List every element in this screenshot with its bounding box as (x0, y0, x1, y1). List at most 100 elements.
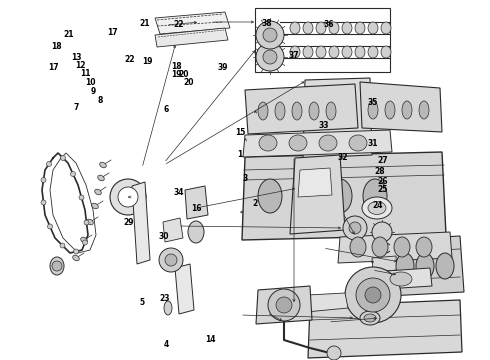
Ellipse shape (292, 102, 302, 120)
Circle shape (47, 162, 51, 166)
Circle shape (276, 297, 292, 313)
Circle shape (84, 220, 89, 225)
Text: 25: 25 (377, 185, 388, 194)
Text: 23: 23 (159, 294, 170, 303)
Polygon shape (290, 155, 345, 234)
Circle shape (48, 224, 52, 229)
Polygon shape (372, 256, 397, 272)
Text: 16: 16 (191, 203, 201, 212)
Ellipse shape (368, 22, 378, 34)
Circle shape (256, 43, 284, 71)
Ellipse shape (316, 46, 326, 58)
Ellipse shape (259, 135, 277, 151)
Ellipse shape (394, 237, 410, 257)
Ellipse shape (303, 46, 313, 58)
Circle shape (349, 222, 361, 234)
Circle shape (256, 21, 284, 49)
Ellipse shape (289, 135, 307, 151)
Text: 2: 2 (252, 199, 257, 208)
Text: 19: 19 (142, 57, 152, 66)
Ellipse shape (309, 102, 319, 120)
Ellipse shape (293, 179, 317, 213)
Text: 4: 4 (164, 341, 169, 349)
Ellipse shape (326, 102, 336, 120)
Polygon shape (298, 168, 332, 197)
Polygon shape (388, 236, 464, 296)
Text: 1: 1 (238, 150, 243, 159)
Text: 9: 9 (91, 87, 96, 96)
Polygon shape (243, 130, 392, 157)
Text: 17: 17 (49, 63, 59, 72)
Polygon shape (303, 78, 372, 158)
Polygon shape (306, 293, 348, 312)
Ellipse shape (372, 237, 388, 257)
Ellipse shape (319, 135, 337, 151)
Circle shape (268, 289, 300, 321)
Circle shape (356, 278, 390, 312)
Ellipse shape (385, 101, 395, 119)
Circle shape (79, 195, 84, 200)
Circle shape (82, 240, 88, 245)
Ellipse shape (100, 162, 106, 168)
Ellipse shape (381, 46, 391, 58)
Ellipse shape (258, 102, 268, 120)
Circle shape (41, 177, 46, 183)
Text: 26: 26 (377, 177, 388, 186)
Ellipse shape (349, 135, 367, 151)
Ellipse shape (416, 237, 432, 257)
Text: 33: 33 (318, 121, 329, 130)
Text: 22: 22 (173, 20, 184, 29)
Text: 3: 3 (243, 174, 247, 183)
Ellipse shape (416, 253, 434, 279)
Circle shape (60, 156, 66, 161)
Text: 21: 21 (139, 19, 150, 28)
Ellipse shape (368, 101, 378, 119)
Ellipse shape (329, 46, 339, 58)
Text: 39: 39 (218, 63, 228, 72)
Polygon shape (175, 264, 194, 314)
Polygon shape (155, 28, 228, 47)
Text: 24: 24 (372, 201, 383, 210)
Ellipse shape (303, 22, 313, 34)
Text: 27: 27 (377, 156, 388, 165)
Ellipse shape (328, 179, 352, 213)
Text: 18: 18 (51, 42, 62, 51)
Text: 38: 38 (262, 19, 272, 28)
Text: 15: 15 (235, 128, 245, 137)
Ellipse shape (368, 46, 378, 58)
Ellipse shape (364, 314, 376, 322)
Polygon shape (360, 82, 442, 132)
Ellipse shape (362, 197, 392, 219)
Polygon shape (255, 8, 390, 72)
Ellipse shape (188, 221, 204, 243)
Polygon shape (308, 300, 462, 358)
Circle shape (372, 222, 392, 242)
Polygon shape (370, 268, 432, 290)
Ellipse shape (376, 278, 384, 290)
Ellipse shape (275, 102, 285, 120)
Circle shape (345, 267, 401, 323)
Text: 6: 6 (164, 105, 169, 114)
Text: 14: 14 (205, 335, 216, 343)
Text: 32: 32 (338, 153, 348, 162)
Text: 21: 21 (63, 30, 74, 39)
Text: 13: 13 (71, 53, 81, 62)
Text: 34: 34 (173, 188, 184, 197)
Circle shape (263, 28, 277, 42)
Text: 29: 29 (123, 218, 134, 227)
Ellipse shape (390, 272, 412, 286)
Text: 37: 37 (289, 51, 299, 60)
Ellipse shape (290, 22, 300, 34)
Text: 35: 35 (367, 98, 378, 107)
Polygon shape (242, 152, 446, 240)
Text: 18: 18 (171, 62, 182, 71)
Ellipse shape (436, 253, 454, 279)
Text: 7: 7 (74, 104, 78, 112)
Circle shape (343, 216, 367, 240)
Text: 20: 20 (178, 71, 189, 79)
Circle shape (110, 179, 146, 215)
Circle shape (159, 248, 183, 272)
Circle shape (165, 254, 177, 266)
Text: 22: 22 (124, 55, 135, 64)
Ellipse shape (350, 237, 366, 257)
